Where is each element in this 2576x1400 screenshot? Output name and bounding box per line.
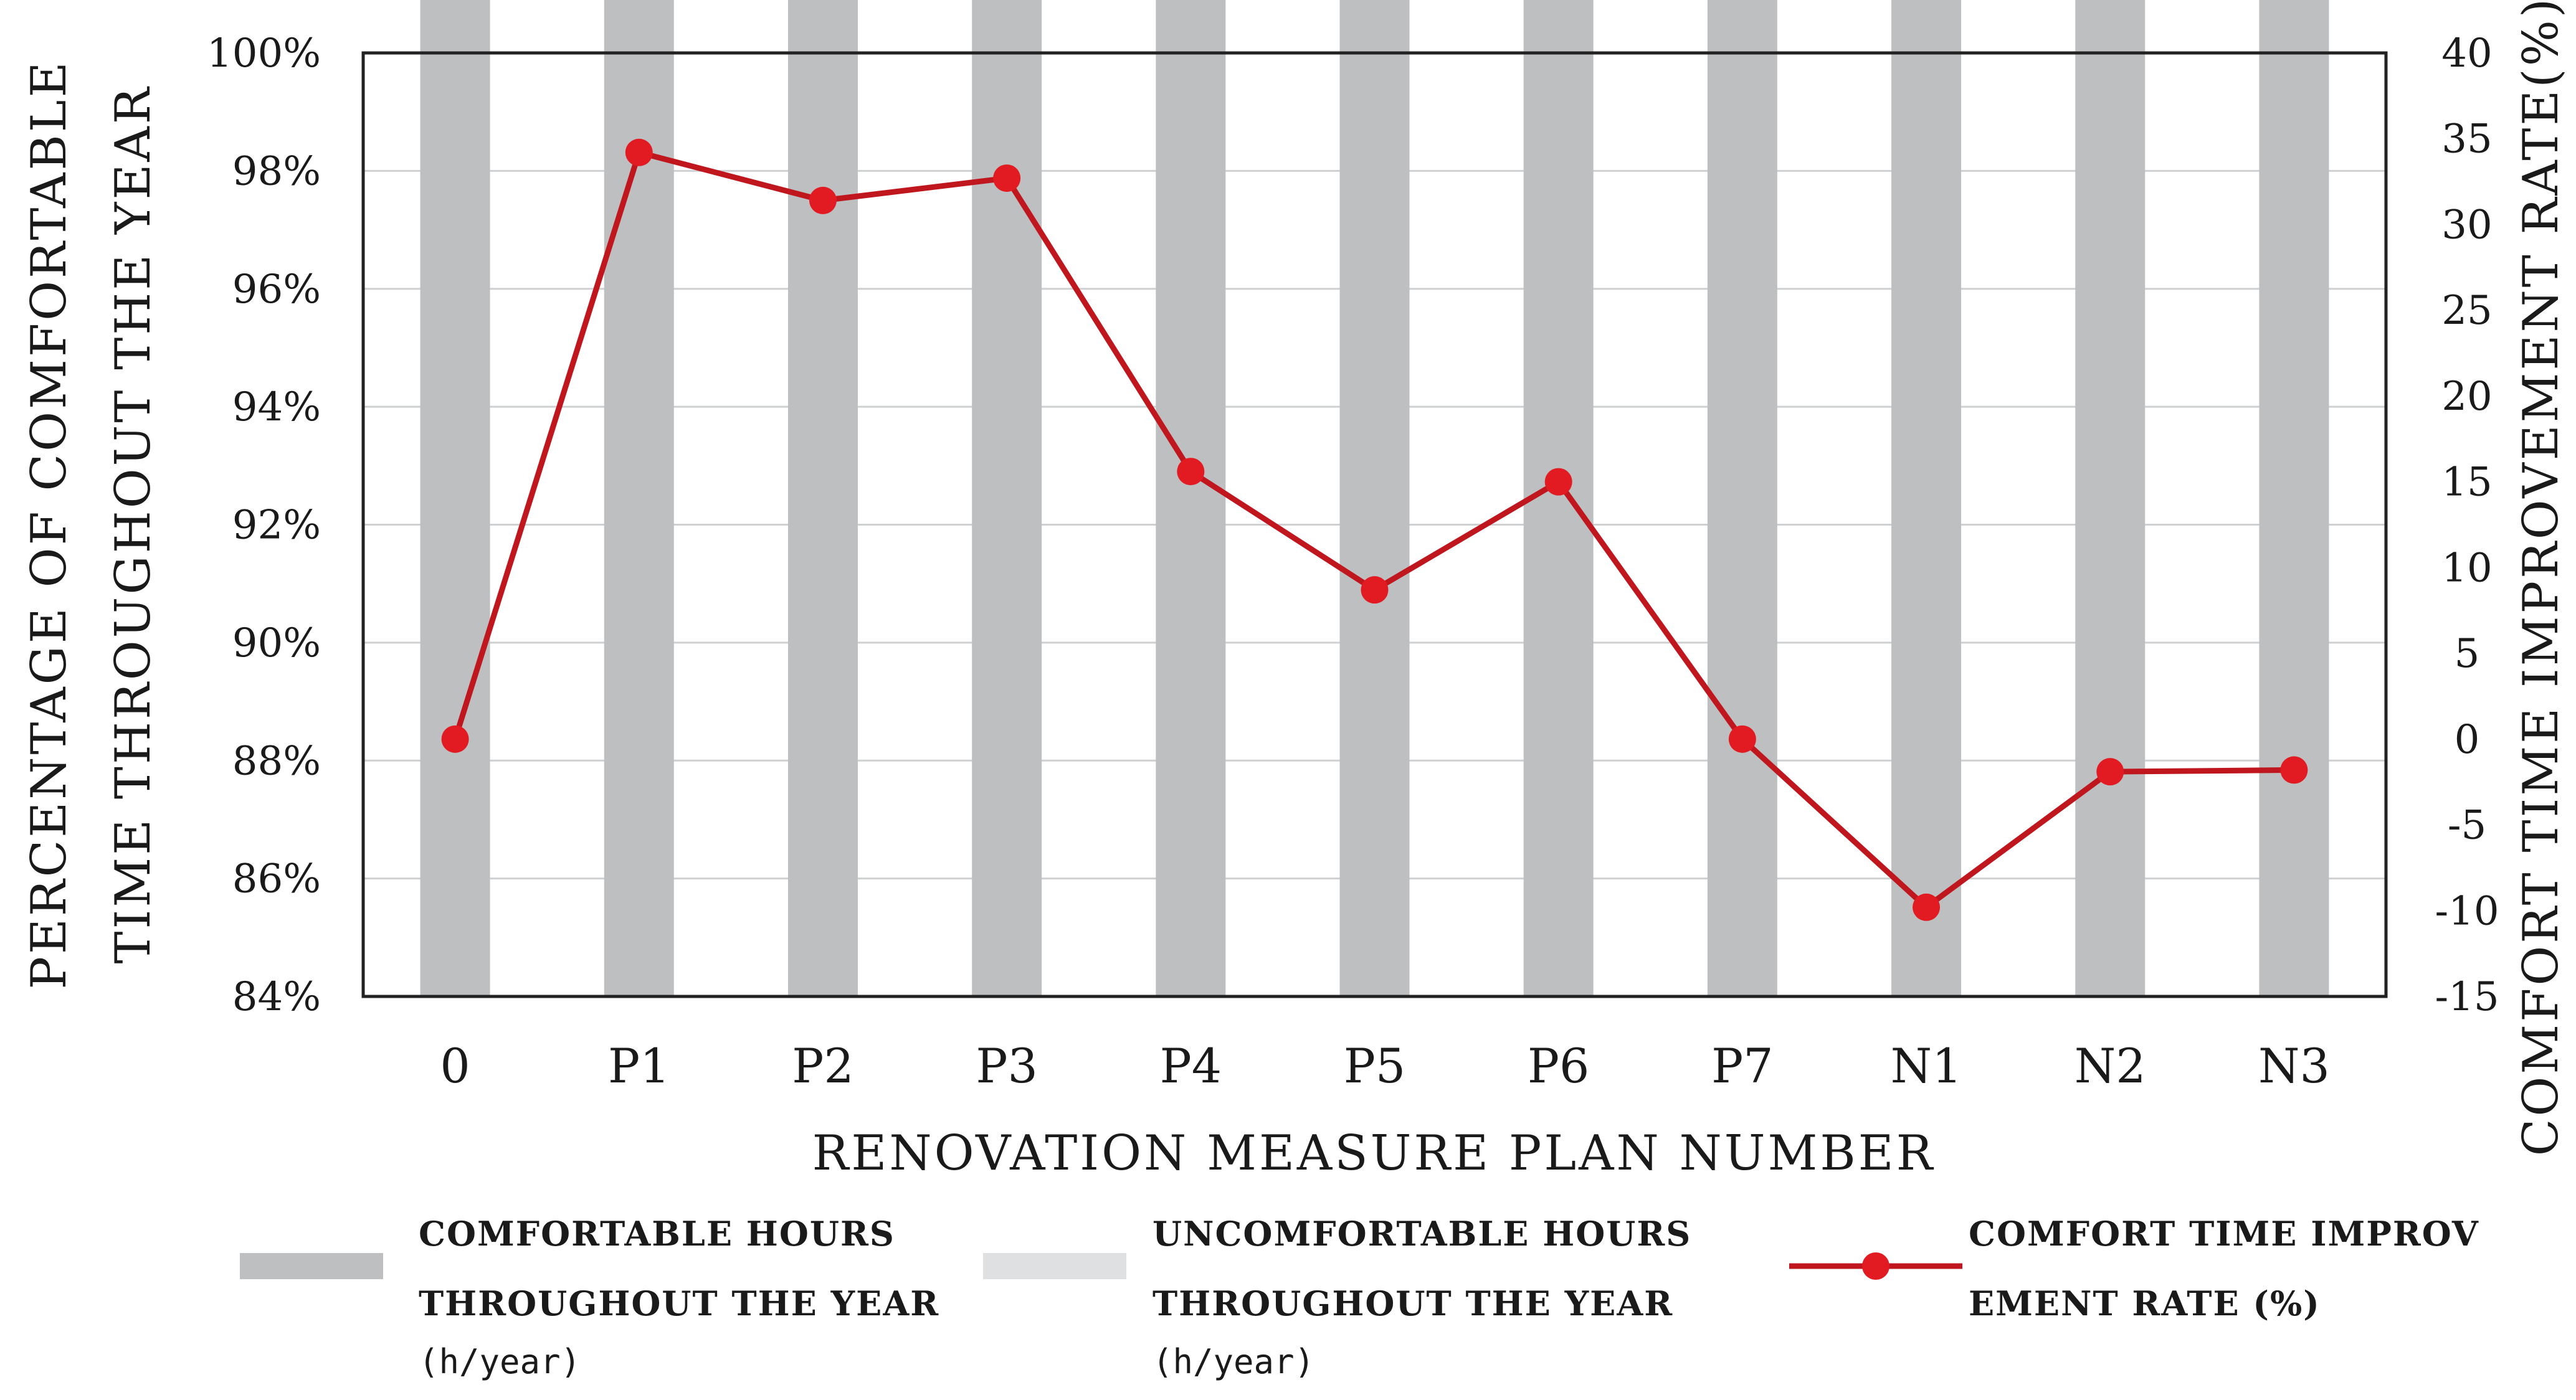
bar-comfortable-P4 — [1156, 0, 1226, 996]
improvement-point-P1 — [625, 138, 653, 166]
right-tick-label: -5 — [2448, 803, 2486, 849]
legend-comfortable-line1: COMFORTABLE HOURS — [419, 1214, 895, 1254]
improvement-point-N3 — [2280, 756, 2308, 784]
right-tick-label: 15 — [2441, 460, 2492, 506]
legend-swatch-comfortable — [240, 1253, 383, 1279]
left-tick-label: 92% — [232, 503, 321, 549]
category-label-P1: P1 — [608, 1038, 670, 1094]
bar-comfortable-P3 — [972, 0, 1042, 996]
legend-uncomfortable-line1: UNCOMFORTABLE HOURS — [1153, 1214, 1691, 1254]
left-tick-label: 88% — [232, 738, 321, 784]
bar-comfortable-0 — [420, 0, 490, 996]
category-label-P6: P6 — [1528, 1038, 1590, 1094]
legend-comfortable-unit: (h/year) — [419, 1342, 581, 1381]
right-tick-label: 0 — [2455, 717, 2480, 763]
bar-comfortable-N2 — [2075, 0, 2146, 996]
improvement-point-0 — [441, 725, 469, 753]
right-tick-label: 30 — [2441, 202, 2492, 248]
category-label-P4: P4 — [1160, 1038, 1222, 1094]
category-labels: 0 P1 P2 P3 P4 P5 P6 P7 N1 N2 N3 — [440, 1038, 2329, 1094]
improvement-point-P6 — [1544, 468, 1572, 496]
category-label-P5: P5 — [1344, 1038, 1406, 1094]
left-tick-label: 100% — [207, 31, 321, 77]
left-tick-label: 96% — [232, 267, 321, 313]
legend-swatch-uncomfortable — [983, 1253, 1126, 1279]
legend-improvement-line2: EMENT RATE (%) — [1969, 1284, 2321, 1323]
left-tick-label: 90% — [232, 620, 321, 666]
improvement-point-P4 — [1177, 458, 1205, 486]
left-axis-ticks: 84% 86% 88% 90% 92% 94% 96% 98% 100% — [207, 31, 321, 1020]
left-axis-title-line2: TIME THROUGHOUT THE YEAR — [105, 85, 161, 964]
right-tick-label: 25 — [2441, 288, 2492, 334]
bar-comfortable-P5 — [1339, 0, 1410, 996]
right-tick-label: 5 — [2455, 631, 2480, 677]
legend-comfortable-line2: THROUGHOUT THE YEAR — [419, 1284, 939, 1323]
left-tick-label: 94% — [232, 384, 321, 430]
plot-frame — [361, 51, 2388, 998]
legend-uncomfortable-line2: THROUGHOUT THE YEAR — [1153, 1284, 1673, 1323]
category-label-0: 0 — [440, 1038, 470, 1094]
legend-improvement-line1: COMFORT TIME IMPROV — [1969, 1214, 2479, 1254]
right-tick-label: -10 — [2435, 888, 2499, 934]
right-axis-ticks: -15 -10 -5 0 5 10 15 20 25 30 35 40 — [2435, 31, 2499, 1020]
bar-comfortable-N1 — [1891, 0, 1962, 996]
right-tick-label: 10 — [2441, 545, 2492, 591]
category-label-P7: P7 — [1711, 1038, 1774, 1094]
category-label-N3: N3 — [2258, 1038, 2330, 1094]
legend-uncomfortable-unit: (h/year) — [1153, 1342, 1314, 1381]
improvement-rate-series — [441, 138, 2308, 921]
improvement-point-P2 — [809, 186, 837, 214]
left-tick-label: 98% — [232, 148, 321, 194]
right-tick-label: 35 — [2441, 116, 2492, 163]
improvement-point-N1 — [1913, 893, 1941, 921]
right-tick-label: -15 — [2435, 974, 2499, 1020]
improvement-point-P5 — [1361, 576, 1389, 604]
bar-comfortable-P2 — [787, 0, 858, 996]
bars — [420, 0, 2329, 996]
bar-comfortable-N3 — [2259, 0, 2329, 996]
legend-marker-improvement — [1862, 1252, 1889, 1280]
left-tick-label: 84% — [232, 974, 321, 1020]
x-axis-title: RENOVATION MEASURE PLAN NUMBER — [812, 1125, 1936, 1181]
left-axis-title-line1: PERCENTAGE OF COMFORTABLE — [21, 59, 77, 989]
right-tick-label: 40 — [2441, 31, 2492, 77]
improvement-point-N2 — [2096, 758, 2124, 786]
right-tick-label: 20 — [2441, 374, 2492, 420]
bar-comfortable-P7 — [1707, 0, 1777, 996]
right-axis-title: COMFORT TIME IMPROVEMENT RATE(%) — [2513, 0, 2569, 1156]
category-label-P2: P2 — [792, 1038, 854, 1094]
category-label-N1: N1 — [1891, 1038, 1962, 1094]
category-label-P3: P3 — [976, 1038, 1038, 1094]
improvement-point-P7 — [1728, 725, 1756, 753]
category-label-N2: N2 — [2075, 1038, 2146, 1094]
improvement-point-P3 — [993, 164, 1021, 192]
left-tick-label: 86% — [232, 856, 321, 902]
